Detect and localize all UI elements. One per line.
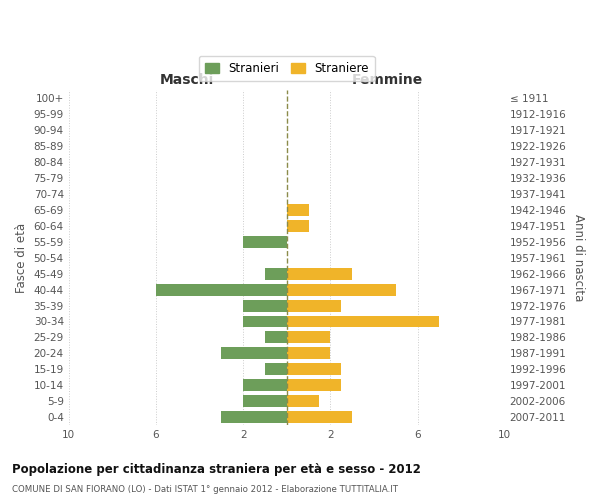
Bar xyxy=(287,220,308,232)
Text: Maschi: Maschi xyxy=(160,73,214,87)
Legend: Stranieri, Straniere: Stranieri, Straniere xyxy=(199,56,375,81)
Y-axis label: Fasce di età: Fasce di età xyxy=(15,222,28,293)
Bar xyxy=(156,284,287,296)
Bar xyxy=(287,332,331,344)
Bar xyxy=(243,380,287,392)
Bar xyxy=(221,411,287,423)
Bar xyxy=(287,348,331,360)
Bar xyxy=(243,236,287,248)
Y-axis label: Anni di nascita: Anni di nascita xyxy=(572,214,585,302)
Bar xyxy=(265,268,287,280)
Bar xyxy=(287,411,352,423)
Bar xyxy=(287,300,341,312)
Bar xyxy=(287,204,308,216)
Bar xyxy=(221,348,287,360)
Bar xyxy=(265,332,287,344)
Bar xyxy=(287,316,439,328)
Bar xyxy=(243,395,287,407)
Bar xyxy=(287,268,352,280)
Text: Femmine: Femmine xyxy=(352,73,422,87)
Bar xyxy=(243,316,287,328)
Bar xyxy=(287,364,341,376)
Bar xyxy=(287,380,341,392)
Bar xyxy=(243,300,287,312)
Bar xyxy=(287,395,319,407)
Bar xyxy=(287,284,396,296)
Bar xyxy=(265,364,287,376)
Text: Popolazione per cittadinanza straniera per età e sesso - 2012: Popolazione per cittadinanza straniera p… xyxy=(12,462,421,475)
Text: COMUNE DI SAN FIORANO (LO) - Dati ISTAT 1° gennaio 2012 - Elaborazione TUTTITALI: COMUNE DI SAN FIORANO (LO) - Dati ISTAT … xyxy=(12,485,398,494)
